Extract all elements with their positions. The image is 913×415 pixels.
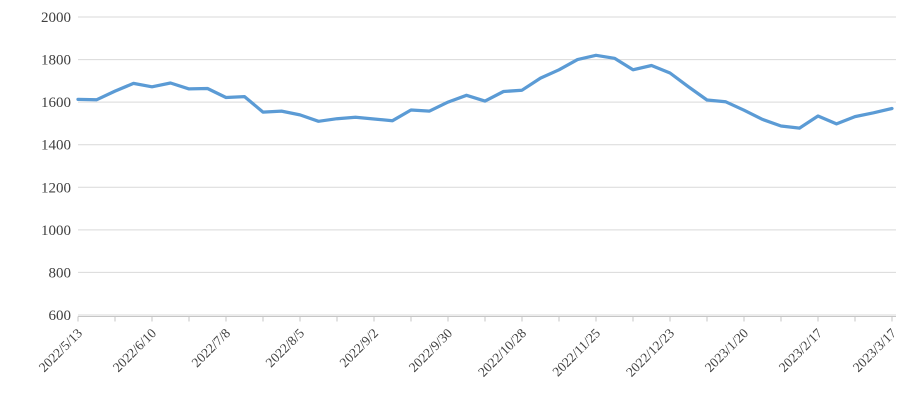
x-axis-tick-label: 2022/6/10 <box>110 325 159 374</box>
x-axis-tick-label: 2022/12/23 <box>623 325 677 379</box>
y-axis-tick-label: 1200 <box>41 180 71 196</box>
x-axis <box>77 316 896 322</box>
y-axis-tick-label: 1400 <box>41 138 71 154</box>
y-axis-tick-label: 1000 <box>41 223 71 239</box>
x-axis-tick-label: 2022/11/25 <box>549 325 603 379</box>
y-axis-tick-label: 800 <box>49 265 72 281</box>
x-axis-tick-label: 2022/7/8 <box>189 325 234 370</box>
y-axis-tick-label: 600 <box>49 308 72 324</box>
x-axis-tick-label: 2022/10/28 <box>475 325 529 379</box>
y-axis-labels: 2000 1800 1600 1400 1200 1000 800 600 <box>41 10 71 324</box>
x-axis-tick-label: 2023/2/17 <box>776 325 825 374</box>
data-series <box>76 53 894 130</box>
x-axis-tick-label: 2022/5/13 <box>36 325 85 374</box>
y-axis-tick-label: 1600 <box>41 95 71 111</box>
y-axis-tick-label: 2000 <box>41 10 71 26</box>
y-axis-tick-label: 1800 <box>41 53 71 69</box>
x-axis-labels: 2022/5/13 2022/6/10 2022/7/8 2022/8/5 2022/9… <box>36 325 899 379</box>
data-series-line <box>76 53 894 130</box>
x-axis-tick-label: 2023/1/20 <box>702 325 751 374</box>
gridlines <box>78 16 896 316</box>
x-axis-tick-label: 2022/9/30 <box>406 325 455 374</box>
x-axis-tick-label: 2023/3/17 <box>850 325 899 374</box>
x-axis-tick-label: 2022/8/5 <box>263 325 308 370</box>
x-axis-tick-label: 2022/9/2 <box>337 326 382 371</box>
